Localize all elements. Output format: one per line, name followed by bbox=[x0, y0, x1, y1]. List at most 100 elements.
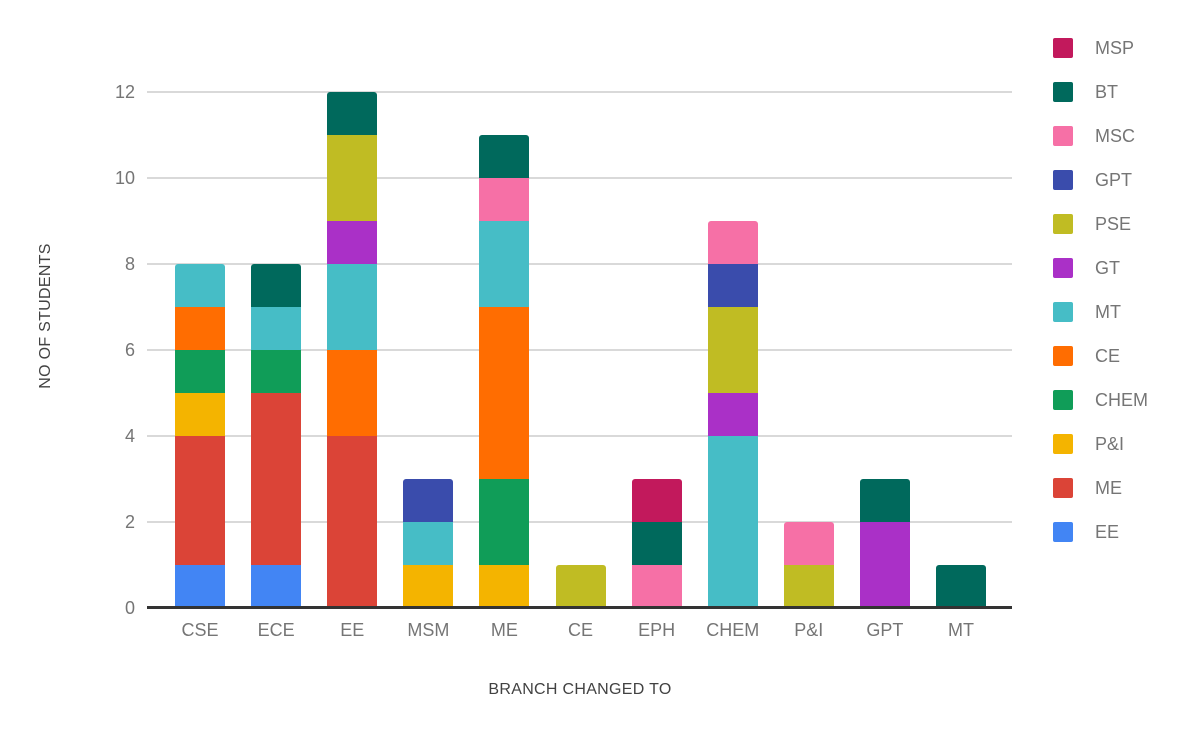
bar-segment-gt bbox=[707, 393, 758, 436]
bar-segment-gpt bbox=[707, 264, 758, 307]
x-category-label: MSM bbox=[407, 620, 450, 640]
legend-item-ee: EE bbox=[1053, 522, 1148, 542]
bar-segment-msc bbox=[479, 178, 530, 221]
bar-segment-msc bbox=[707, 221, 758, 264]
bars-group bbox=[162, 92, 999, 608]
y-tick-label: 8 bbox=[124, 254, 135, 274]
x-axis-title: BRANCH CHANGED TO bbox=[488, 681, 672, 698]
plot-area bbox=[147, 91, 1012, 609]
legend-swatch bbox=[1053, 214, 1073, 234]
legend-item-pse: PSE bbox=[1053, 214, 1148, 234]
y-tick-label: 0 bbox=[124, 598, 135, 618]
legend-label: GT bbox=[1095, 258, 1120, 278]
y-tick-label: 10 bbox=[114, 168, 135, 188]
legend-label: EE bbox=[1095, 522, 1120, 542]
bar-column-mt bbox=[923, 92, 999, 608]
x-category-label: EPH bbox=[638, 620, 676, 640]
legend-label: MSP bbox=[1095, 38, 1135, 58]
bar-segment-pse bbox=[783, 565, 834, 608]
bar-segment-mt bbox=[327, 264, 378, 350]
bar-segment-ee bbox=[175, 565, 226, 608]
bar-segment-pse bbox=[327, 135, 378, 221]
bar-column-eph bbox=[619, 92, 695, 608]
legend-item-p-i: P&I bbox=[1053, 434, 1148, 454]
legend-swatch bbox=[1053, 258, 1073, 278]
bar-column-ece bbox=[238, 92, 314, 608]
y-tick-label: 2 bbox=[124, 512, 135, 532]
x-category-label: GPT bbox=[866, 620, 904, 640]
bar-segment-mt bbox=[479, 221, 530, 307]
legend-swatch bbox=[1053, 522, 1073, 542]
x-category-label: EE bbox=[340, 620, 365, 640]
legend-item-me: ME bbox=[1053, 478, 1148, 498]
bar-column-me bbox=[466, 92, 542, 608]
bar-segment-ee bbox=[251, 565, 302, 608]
legend-item-msp: MSP bbox=[1053, 38, 1148, 58]
legend-swatch bbox=[1053, 302, 1073, 322]
gridline bbox=[147, 91, 1012, 93]
bar-segment-gt bbox=[859, 522, 910, 608]
bar-segment-me bbox=[251, 393, 302, 565]
bar-segment-chem bbox=[175, 350, 226, 393]
legend-label: MT bbox=[1095, 302, 1121, 322]
bar-segment-bt bbox=[327, 92, 378, 135]
bar-segment-bt bbox=[479, 135, 530, 178]
bar-segment-p-i bbox=[403, 565, 454, 608]
x-category-label: MT bbox=[947, 620, 974, 640]
legend-item-msc: MSC bbox=[1053, 126, 1148, 146]
y-axis-title: NO OF STUDENTS bbox=[37, 243, 54, 389]
bar-segment-chem bbox=[251, 350, 302, 393]
bar-segment-bt bbox=[859, 479, 910, 522]
legend-item-mt: MT bbox=[1053, 302, 1148, 322]
bar-segment-ce bbox=[479, 307, 530, 479]
legend-label: BT bbox=[1095, 82, 1119, 102]
legend-label: GPT bbox=[1095, 170, 1133, 190]
x-category-label: CE bbox=[568, 620, 594, 640]
bar-segment-pse bbox=[555, 565, 606, 608]
bar-segment-msc bbox=[631, 565, 682, 608]
legend-item-gt: GT bbox=[1053, 258, 1148, 278]
x-category-label: CSE bbox=[181, 620, 219, 640]
legend-item-bt: BT bbox=[1053, 82, 1148, 102]
bar-segment-bt bbox=[251, 264, 302, 307]
legend-item-ce: CE bbox=[1053, 346, 1148, 366]
bar-segment-mt bbox=[251, 307, 302, 350]
gridline bbox=[147, 263, 1012, 265]
legend-item-chem: CHEM bbox=[1053, 390, 1148, 410]
bar-segment-ce bbox=[327, 350, 378, 436]
gridline bbox=[147, 435, 1012, 437]
legend-swatch bbox=[1053, 82, 1073, 102]
legend-swatch bbox=[1053, 390, 1073, 410]
legend-item-gpt: GPT bbox=[1053, 170, 1148, 190]
legend-swatch bbox=[1053, 38, 1073, 58]
gridline bbox=[147, 349, 1012, 351]
gridline bbox=[147, 521, 1012, 523]
bar-segment-p-i bbox=[175, 393, 226, 436]
bar-column-msm bbox=[390, 92, 466, 608]
legend-label: ME bbox=[1095, 478, 1122, 498]
x-axis-category-labels: CSE ECE EE MSM ME CE EPH CHEM P&I GPT MT bbox=[162, 620, 999, 641]
x-category-label: ECE bbox=[257, 620, 295, 640]
bar-segment-gpt bbox=[403, 479, 454, 522]
legend-label: CHEM bbox=[1095, 390, 1148, 410]
bar-segment-mt bbox=[175, 264, 226, 307]
bar-segment-me bbox=[175, 436, 226, 565]
gridline bbox=[147, 177, 1012, 179]
x-category-label: CHEM bbox=[706, 620, 760, 640]
bar-column-ee bbox=[314, 92, 390, 608]
bar-column-chem bbox=[695, 92, 771, 608]
y-tick-label: 6 bbox=[124, 340, 135, 360]
legend-label: MSC bbox=[1095, 126, 1135, 146]
legend: MSP BT MSC GPT PSE GT MT CE CHEM P&I ME EE bbox=[1053, 38, 1148, 566]
legend-label: PSE bbox=[1095, 214, 1132, 234]
x-category-label: ME bbox=[490, 620, 518, 640]
y-tick-label: 12 bbox=[114, 82, 135, 102]
bar-segment-pse bbox=[707, 307, 758, 393]
bar-segment-chem bbox=[479, 479, 530, 565]
bar-segment-ce bbox=[175, 307, 226, 350]
y-tick-label: 4 bbox=[124, 426, 135, 446]
bar-segment-p-i bbox=[479, 565, 530, 608]
x-axis-line bbox=[147, 606, 1012, 609]
bar-segment-me bbox=[327, 436, 378, 608]
